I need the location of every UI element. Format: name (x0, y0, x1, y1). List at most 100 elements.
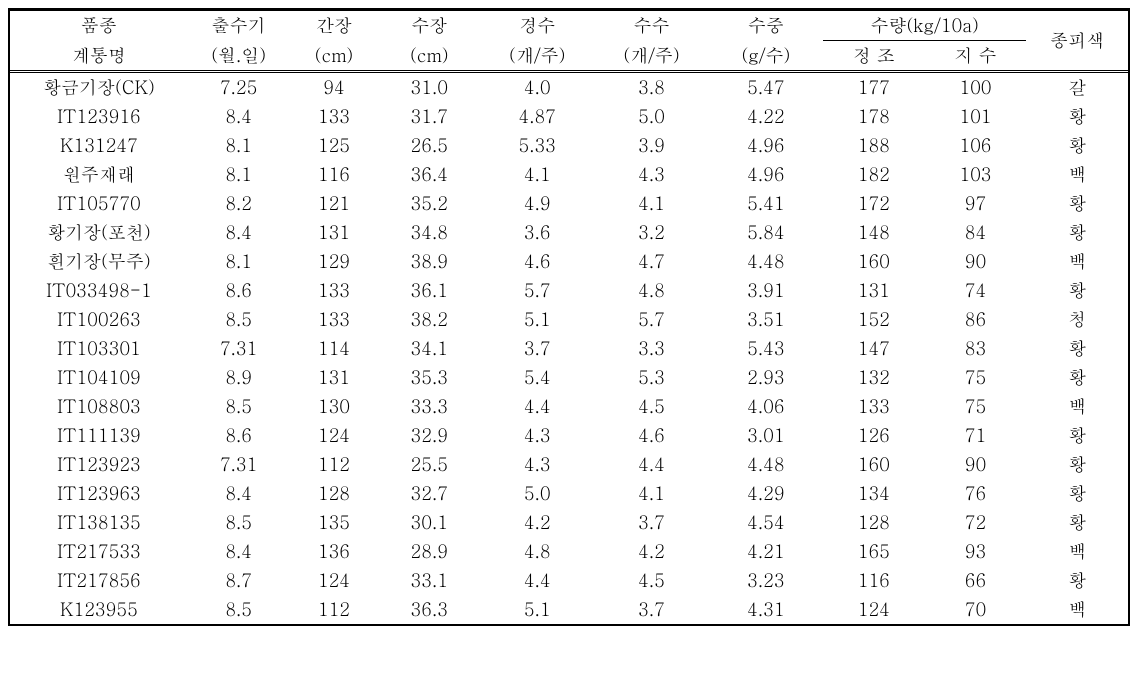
header-weight-l1: 수중 (709, 11, 823, 41)
cell-earcount: 4.6 (594, 421, 708, 450)
header-heading-l2: (월.일) (188, 41, 290, 72)
cell-yield1: 147 (823, 334, 925, 363)
cell-weight: 4.96 (709, 131, 823, 160)
table-header: 품종 출수기 간장 수장 경수 수수 수중 수량(kg/10a) 종피색 계통명… (10, 11, 1128, 72)
cell-yield2: 70 (925, 595, 1027, 624)
header-earcount-l1: 수수 (594, 11, 708, 41)
cell-tiller: 4.4 (480, 392, 594, 421)
cell-name: IT105770 (10, 189, 188, 218)
cell-yield2: 71 (925, 421, 1027, 450)
cell-yield1: 177 (823, 72, 925, 103)
data-table-wrapper: 품종 출수기 간장 수장 경수 수수 수중 수량(kg/10a) 종피색 계통명… (8, 8, 1130, 626)
cell-yield2: 106 (925, 131, 1027, 160)
cell-yield1: 165 (823, 537, 925, 566)
header-yield-group: 수량(kg/10a) (823, 11, 1026, 41)
cell-ear: 36.4 (378, 160, 480, 189)
cell-stem: 133 (289, 305, 378, 334)
cell-color: 백 (1026, 247, 1128, 276)
cell-earcount: 5.3 (594, 363, 708, 392)
cell-yield2: 97 (925, 189, 1027, 218)
cell-tiller: 5.33 (480, 131, 594, 160)
cell-earcount: 5.7 (594, 305, 708, 334)
cell-weight: 4.48 (709, 450, 823, 479)
table-row: IT1239638.412832.75.04.14.2913476황 (10, 479, 1128, 508)
table-row: IT1057708.212135.24.94.15.4117297황 (10, 189, 1128, 218)
table-row: IT2178568.712433.14.44.53.2311666황 (10, 566, 1128, 595)
cell-weight: 4.22 (709, 102, 823, 131)
cell-stem: 112 (289, 450, 378, 479)
cell-earcount: 4.4 (594, 450, 708, 479)
cell-name: 황기장(포천) (10, 218, 188, 247)
cell-yield1: 128 (823, 508, 925, 537)
cell-yield1: 131 (823, 276, 925, 305)
cell-ear: 38.2 (378, 305, 480, 334)
cell-yield2: 90 (925, 450, 1027, 479)
header-name-l1: 품종 (10, 11, 188, 41)
cell-tiller: 5.0 (480, 479, 594, 508)
cell-earcount: 3.7 (594, 508, 708, 537)
cell-earcount: 4.3 (594, 160, 708, 189)
cell-color: 백 (1026, 537, 1128, 566)
cell-weight: 4.31 (709, 595, 823, 624)
cell-ear: 35.2 (378, 189, 480, 218)
table-row: IT1002638.513338.25.15.73.5115286청 (10, 305, 1128, 334)
table-row: IT1033017.3111434.13.73.35.4314783황 (10, 334, 1128, 363)
header-yield1: 정 조 (823, 41, 925, 72)
table-row: 황기장(포천)8.413134.83.63.25.8414884황 (10, 218, 1128, 247)
cell-weight: 4.06 (709, 392, 823, 421)
cell-stem: 116 (289, 160, 378, 189)
cell-name: 황금기장(CK) (10, 72, 188, 103)
cell-tiller: 4.9 (480, 189, 594, 218)
header-yield2: 지 수 (925, 41, 1027, 72)
cell-weight: 5.43 (709, 334, 823, 363)
table-row: IT1381358.513530.14.23.74.5412872황 (10, 508, 1128, 537)
cell-ear: 33.1 (378, 566, 480, 595)
cell-yield2: 83 (925, 334, 1027, 363)
cell-date: 8.2 (188, 189, 290, 218)
cell-tiller: 4.6 (480, 247, 594, 276)
cell-weight: 3.01 (709, 421, 823, 450)
cell-weight: 3.23 (709, 566, 823, 595)
cell-ear: 32.9 (378, 421, 480, 450)
header-ear-l1: 수장 (378, 11, 480, 41)
cell-tiller: 3.7 (480, 334, 594, 363)
cell-earcount: 4.5 (594, 566, 708, 595)
cell-stem: 131 (289, 363, 378, 392)
cell-yield2: 100 (925, 72, 1027, 103)
cell-ear: 36.1 (378, 276, 480, 305)
cell-ear: 31.7 (378, 102, 480, 131)
cell-ear: 36.3 (378, 595, 480, 624)
cell-yield2: 66 (925, 566, 1027, 595)
cell-color: 백 (1026, 160, 1128, 189)
cell-tiller: 3.6 (480, 218, 594, 247)
cell-stem: 135 (289, 508, 378, 537)
cell-date: 8.4 (188, 218, 290, 247)
header-heading-l1: 출수기 (188, 11, 290, 41)
cell-earcount: 3.2 (594, 218, 708, 247)
cell-yield2: 101 (925, 102, 1027, 131)
cell-tiller: 4.8 (480, 537, 594, 566)
cell-date: 8.1 (188, 160, 290, 189)
cell-date: 7.31 (188, 334, 290, 363)
cell-color: 황 (1026, 131, 1128, 160)
cell-stem: 131 (289, 218, 378, 247)
cell-date: 8.5 (188, 508, 290, 537)
cell-yield1: 160 (823, 247, 925, 276)
table-row: IT1111398.612432.94.34.63.0112671황 (10, 421, 1128, 450)
cell-date: 7.31 (188, 450, 290, 479)
cell-stem: 112 (289, 595, 378, 624)
cell-date: 8.4 (188, 479, 290, 508)
cell-tiller: 4.87 (480, 102, 594, 131)
variety-data-table: 품종 출수기 간장 수장 경수 수수 수중 수량(kg/10a) 종피색 계통명… (10, 10, 1128, 624)
cell-earcount: 3.9 (594, 131, 708, 160)
header-earcount-l2: (개/주) (594, 41, 708, 72)
cell-ear: 32.7 (378, 479, 480, 508)
cell-yield1: 134 (823, 479, 925, 508)
header-seedcolor: 종피색 (1026, 11, 1128, 72)
cell-yield1: 124 (823, 595, 925, 624)
header-weight-l2: (g/수) (709, 41, 823, 72)
cell-ear: 35.3 (378, 363, 480, 392)
cell-name: 원주재래 (10, 160, 188, 189)
cell-weight: 4.29 (709, 479, 823, 508)
cell-ear: 33.3 (378, 392, 480, 421)
